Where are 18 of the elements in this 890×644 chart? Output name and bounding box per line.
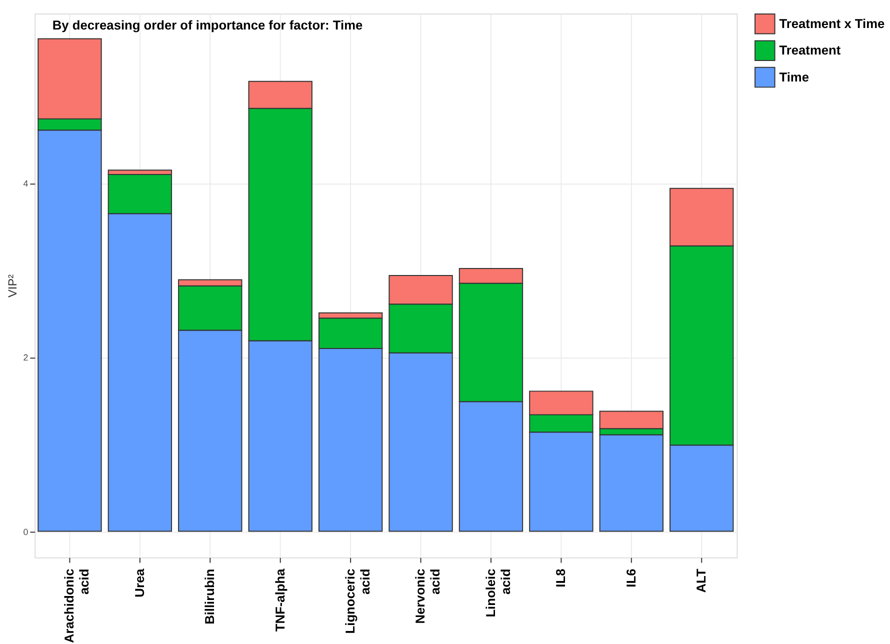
x-tick-label: Billirubin <box>202 568 218 624</box>
x-tick-label: Linoleic acid <box>482 568 513 618</box>
y-tick-label: 4 <box>23 178 28 189</box>
y-axis-title: VIP² <box>5 274 20 298</box>
x-tick-label: Urea <box>132 568 147 598</box>
chart-title: By decreasing order of importance for factor: Time <box>52 17 363 32</box>
y-tick-label: 2 <box>23 352 28 363</box>
x-tick-label: IL8 <box>553 568 568 588</box>
legend-label: Treatment x Time <box>779 16 885 31</box>
x-tick-label: Arachidonic acid <box>62 568 92 644</box>
legend-label: Treatment <box>779 42 842 58</box>
legend-label: Time <box>779 69 809 84</box>
x-tick-label: IL6 <box>623 568 638 588</box>
x-tick-label: ALT <box>694 568 709 593</box>
y-tick-label: 0 <box>23 526 28 537</box>
x-tick-label: Nervonic acid <box>412 568 443 624</box>
x-tick-label: Lignoceric acid <box>342 568 372 634</box>
x-tick-label: TNF-alpha <box>272 568 288 632</box>
